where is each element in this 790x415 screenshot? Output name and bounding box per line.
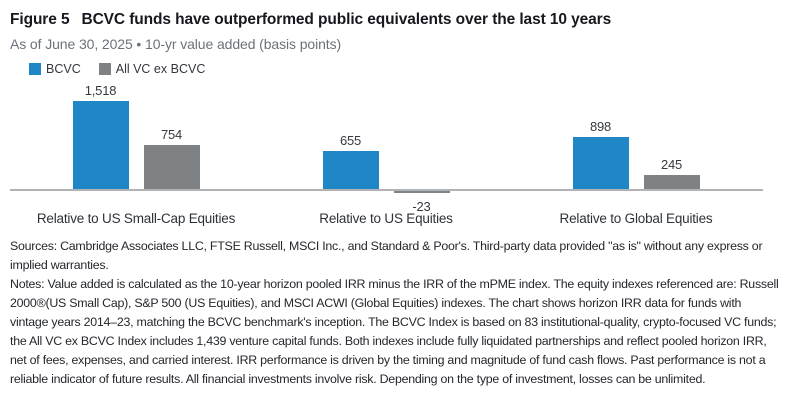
bar-value-label-all-vc-ex-bcvc-0: 754 xyxy=(160,127,183,143)
bar-all-vc-ex-bcvc-0 xyxy=(143,145,200,189)
bar-bcvc-0 xyxy=(72,101,129,189)
x-axis-line xyxy=(10,189,763,191)
figure-number-label: Figure 5 xyxy=(10,11,70,28)
legend-item-all-vc-ex-bcvc: All VC ex BCVC xyxy=(98,62,206,76)
legend-label-bcvc: BCVC xyxy=(46,62,81,76)
figure-subtitle: As of June 30, 2025 • 10-yr value added … xyxy=(10,36,342,52)
bar-bcvc-2 xyxy=(572,136,629,189)
bar-value-label-all-vc-ex-bcvc-2: 245 xyxy=(660,156,683,172)
category-label-0: Relative to US Small-Cap Equities xyxy=(36,211,236,226)
figure-title-row: Figure 5 BCVC funds have outperformed pub… xyxy=(10,11,780,29)
category-label-2: Relative to Global Equities xyxy=(559,211,713,226)
footnotes-block: Sources: Cambridge Associates LLC, FTSE … xyxy=(10,237,782,389)
bar-value-label-bcvc-1: 655 xyxy=(339,133,362,149)
figure-card: Figure 5 BCVC funds have outperformed pub… xyxy=(0,11,790,389)
legend-item-bcvc: BCVC xyxy=(29,62,81,76)
bar-chart: 1,518 655 898 754 -23 245 Relative to US Small… xyxy=(0,83,790,231)
figure-title: BCVC funds have outperformed public equi… xyxy=(81,11,612,28)
bar-value-label-bcvc-0: 1,518 xyxy=(84,83,117,98)
legend-label-all-vc-ex-bcvc: All VC ex BCVC xyxy=(115,62,206,76)
bar-value-label-bcvc-2: 898 xyxy=(589,118,612,134)
bar-all-vc-ex-bcvc-1 xyxy=(393,191,450,193)
legend-swatch-all-vc-ex-bcvc xyxy=(98,63,111,75)
bar-value-label-all-vc-ex-bcvc-1: -23 xyxy=(412,198,431,214)
legend-swatch-bcvc xyxy=(29,63,41,75)
bar-bcvc-1 xyxy=(322,151,379,189)
chart-legend: BCVC All VC ex BCVC xyxy=(29,62,780,76)
category-label-1: Relative to US Equities xyxy=(319,211,453,226)
notes-text: Notes: Value added is calculated as the … xyxy=(10,277,779,386)
bar-all-vc-ex-bcvc-2 xyxy=(643,174,700,189)
sources-text: Sources: Cambridge Associates LLC, FTSE … xyxy=(10,239,763,272)
